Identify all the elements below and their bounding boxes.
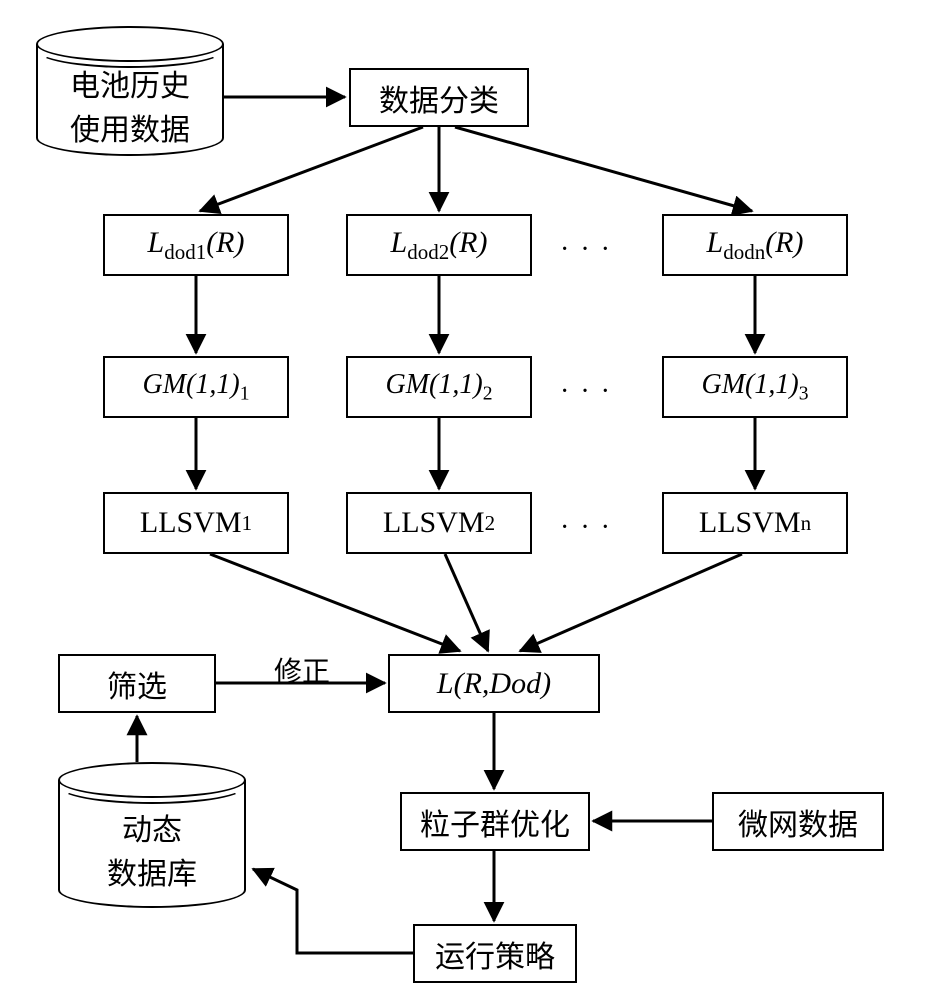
node-ldod2: Ldod2(R) — [346, 214, 532, 276]
battery-history-db-label: 电池历史 使用数据 — [36, 54, 224, 156]
node-llsvm2: LLSVM2 — [346, 492, 532, 554]
edge-label-correct: 修正 — [274, 650, 330, 690]
node-gm3: GM(1,1)3 — [662, 356, 848, 418]
e-llsvm1-L — [210, 554, 460, 651]
e-run-dyn — [253, 869, 413, 953]
node-l-r-dod: L(R,Dod) — [388, 654, 600, 713]
dynamic-db-label: 动态 数据库 — [58, 790, 246, 908]
e-llsvmn-L — [520, 554, 742, 651]
e-llsvm2-L — [445, 554, 488, 651]
node-run-strategy: 运行策略 — [413, 924, 577, 983]
ellipsis-row3: · · · — [560, 512, 612, 544]
node-filter: 筛选 — [58, 654, 216, 713]
node-ldod1: Ldod1(R) — [103, 214, 289, 276]
node-llsvmn: LLSVMn — [662, 492, 848, 554]
ellipsis-row1: · · · — [560, 234, 612, 266]
ellipsis-row2: · · · — [560, 376, 612, 408]
node-ldodn: Ldodn(R) — [662, 214, 848, 276]
e-classify-ldod1 — [200, 127, 423, 211]
e-classify-ldodn — [455, 127, 752, 211]
node-microgrid-data: 微网数据 — [712, 792, 884, 851]
node-gm1: GM(1,1)1 — [103, 356, 289, 418]
node-pso: 粒子群优化 — [400, 792, 590, 851]
node-data-classify: 数据分类 — [349, 68, 529, 127]
node-llsvm1: LLSVM1 — [103, 492, 289, 554]
node-gm2: GM(1,1)2 — [346, 356, 532, 418]
